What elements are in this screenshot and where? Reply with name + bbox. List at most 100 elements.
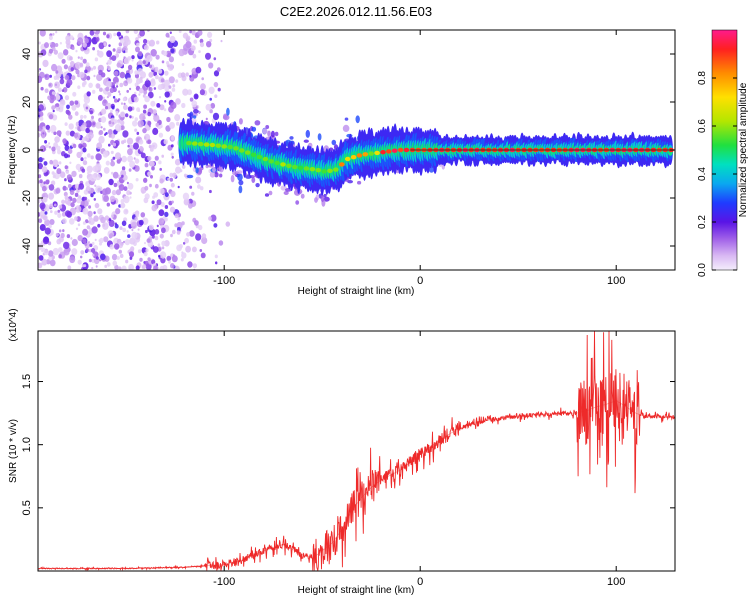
noise-point — [123, 240, 126, 244]
noise-point — [44, 73, 50, 81]
noise-point — [45, 144, 49, 148]
noise-point — [100, 116, 107, 123]
y-tick-label: 0.5 — [21, 500, 33, 515]
noise-point — [82, 147, 87, 153]
noise-point — [95, 265, 98, 268]
noise-point — [54, 203, 57, 207]
halo-point — [238, 185, 243, 194]
noise-point — [87, 199, 90, 203]
noise-point — [159, 265, 165, 270]
noise-point — [137, 68, 144, 75]
noise-point — [99, 87, 103, 92]
noise-point — [191, 100, 198, 108]
noise-point — [55, 187, 61, 194]
noise-point — [199, 42, 205, 48]
noise-point — [85, 106, 89, 110]
noise-point — [105, 86, 110, 92]
halo-point — [254, 120, 261, 126]
noise-point — [134, 128, 138, 132]
noise-point — [191, 30, 196, 36]
noise-point — [101, 108, 107, 115]
noise-point — [97, 208, 103, 215]
noise-point — [104, 264, 108, 268]
noise-point — [38, 197, 41, 204]
noise-point — [169, 35, 176, 44]
snr-frame — [37, 330, 676, 572]
noise-point — [39, 30, 46, 37]
noise-point — [164, 217, 168, 222]
noise-point — [135, 37, 139, 42]
noise-point — [38, 212, 41, 217]
noise-point — [152, 109, 157, 115]
ridge-core — [244, 150, 251, 155]
noise-point — [165, 32, 170, 38]
noise-point — [147, 111, 151, 117]
noise-point — [163, 50, 168, 57]
noise-point — [118, 92, 122, 96]
noise-point — [69, 100, 75, 106]
noise-point — [137, 228, 140, 231]
noise-point — [191, 246, 197, 253]
noise-point — [112, 76, 119, 84]
noise-point — [64, 153, 69, 159]
noise-point — [150, 175, 153, 179]
noise-point — [216, 67, 221, 72]
noise-point — [157, 84, 163, 91]
noise-point — [93, 74, 96, 78]
noise-point — [185, 72, 189, 77]
ridge-core — [292, 164, 298, 170]
ridge-core — [227, 144, 233, 150]
noise-point — [48, 145, 52, 149]
noise-point — [169, 206, 176, 213]
noise-point — [85, 219, 89, 224]
noise-point — [74, 216, 78, 221]
noise-point — [71, 238, 78, 247]
noise-point — [187, 261, 193, 268]
halo-point — [209, 171, 216, 178]
noise-point — [110, 150, 114, 155]
noise-point — [82, 228, 89, 236]
noise-point — [170, 263, 175, 269]
noise-point — [129, 196, 132, 199]
noise-point — [170, 152, 174, 156]
noise-point — [38, 262, 43, 269]
noise-point — [54, 43, 59, 47]
noise-point — [218, 240, 224, 246]
halo-point — [283, 191, 289, 195]
noise-point — [62, 185, 67, 191]
halo-point — [230, 174, 235, 183]
noise-point — [58, 204, 63, 209]
noise-point — [140, 212, 146, 218]
noise-point — [163, 108, 167, 112]
noise-point — [113, 70, 119, 77]
noise-point — [91, 226, 98, 234]
spectrogram-x-label: Height of straight line (km) — [298, 286, 415, 297]
noise-point — [57, 87, 62, 93]
noise-point — [170, 144, 174, 148]
noise-point — [112, 48, 116, 52]
noise-point — [172, 84, 176, 88]
noise-point — [94, 202, 100, 209]
ridge-core — [297, 165, 304, 170]
noise-point — [95, 185, 102, 194]
noise-point — [144, 133, 151, 141]
noise-point — [191, 191, 195, 196]
noise-point — [52, 174, 56, 179]
noise-point — [71, 170, 77, 178]
noise-point — [109, 233, 114, 238]
noise-point — [137, 249, 142, 254]
noise-point — [77, 37, 84, 45]
noise-point — [98, 69, 103, 76]
noise-point — [93, 198, 97, 201]
ridge-core — [274, 160, 280, 166]
noise-point — [84, 38, 89, 44]
halo-point — [323, 196, 330, 202]
noise-point — [164, 205, 169, 209]
noise-point — [127, 182, 134, 190]
noise-point — [88, 132, 94, 139]
noise-point — [106, 202, 111, 207]
noise-point — [68, 184, 72, 189]
noise-point — [68, 114, 73, 120]
noise-point — [139, 113, 146, 121]
noise-point — [86, 165, 93, 173]
